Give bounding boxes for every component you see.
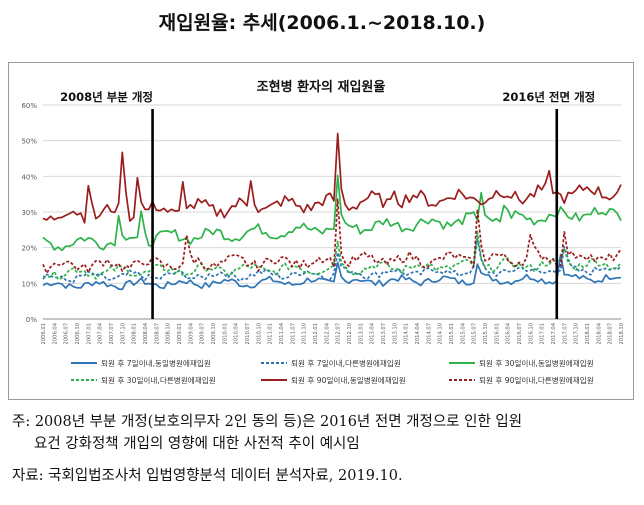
y-tick-label: 30% bbox=[21, 209, 37, 217]
x-tick-label: 2008.04 bbox=[143, 322, 149, 344]
x-tick-label: 2013.10 bbox=[392, 323, 398, 344]
x-tick-label: 2016.04 bbox=[506, 322, 512, 344]
x-tick-label: 2014.07 bbox=[426, 323, 432, 344]
series-line-3 bbox=[42, 174, 622, 252]
legend: 퇴원 후 7일이내,동일병원에재입원 퇴원 후 7일이내,다른병원에재입원 퇴원 후… bbox=[71, 358, 594, 385]
x-tick-label: 2014.04 bbox=[415, 322, 421, 344]
grid-lines bbox=[43, 104, 621, 320]
x-tick-label: 2008.01 bbox=[132, 323, 138, 344]
x-tick-label: 2006.01 bbox=[41, 323, 47, 344]
footnote-line-2: 요건 강화정책 개입의 영향에 대한 사전적 추이 예시임 bbox=[34, 436, 360, 452]
legend-entry: 퇴원 후 30일이내,다른병원에재입원 bbox=[101, 375, 216, 385]
x-tick-label: 2010.07 bbox=[245, 323, 251, 344]
x-tick-label: 2013.07 bbox=[381, 323, 387, 344]
x-tick-label: 2018.10 bbox=[619, 323, 625, 344]
x-tick-label: 2012.01 bbox=[313, 323, 319, 344]
x-tick-label: 2015.10 bbox=[483, 323, 489, 344]
x-tick-label: 2015.04 bbox=[460, 322, 466, 344]
x-tick-label: 2006.10 bbox=[75, 323, 81, 344]
series-line-5 bbox=[42, 132, 622, 224]
x-tick-label: 2012.07 bbox=[336, 323, 342, 344]
annotations: 2008년 부분 개정 2016년 전면 개정 bbox=[60, 90, 595, 319]
series-line-2 bbox=[42, 238, 622, 284]
x-tick-label: 2017.10 bbox=[574, 323, 580, 344]
x-tick-label: 2013.04 bbox=[370, 322, 376, 344]
series-lines bbox=[42, 132, 622, 291]
x-tick-label: 2016.07 bbox=[517, 323, 523, 344]
x-tick-label: 2010.10 bbox=[256, 323, 262, 344]
x-tick-label: 2007.01 bbox=[86, 323, 92, 344]
footnote-line-1: 주: 2008년 부분 개정(보호의무자 2인 동의 등)은 2016년 전면 … bbox=[12, 414, 523, 430]
x-tick-label: 2018.01 bbox=[585, 323, 591, 344]
y-tick-label: 50% bbox=[21, 138, 37, 146]
x-tick-label: 2011.10 bbox=[302, 323, 308, 344]
y-tick-labels: 0% 10% 20% 30% 40% 50% 60% bbox=[21, 102, 37, 324]
legend-entry: 퇴원 후 90일이내,동일병원에재입원 bbox=[291, 375, 406, 385]
x-tick-label: 2009.07 bbox=[200, 323, 206, 344]
x-tick-label: 2016.10 bbox=[528, 323, 534, 344]
legend-entry: 퇴원 후 7일이내,동일병원에재입원 bbox=[101, 358, 211, 368]
x-tick-label: 2009.10 bbox=[211, 323, 217, 344]
legend-entry: 퇴원 후 30일이내,동일병원에재입원 bbox=[479, 358, 594, 368]
x-tick-label: 2012.10 bbox=[347, 323, 353, 344]
x-tick-label: 2007.10 bbox=[120, 323, 126, 344]
x-tick-label: 2015.01 bbox=[449, 323, 455, 344]
x-tick-label: 2014.01 bbox=[404, 323, 410, 344]
x-tick-label: 2010.04 bbox=[234, 322, 240, 344]
x-tick-label: 2017.04 bbox=[551, 322, 557, 344]
reform-marker-label: 2016년 전면 개정 bbox=[502, 90, 595, 104]
x-tick-label: 2008.10 bbox=[166, 323, 172, 344]
x-tick-label: 2011.01 bbox=[268, 323, 274, 344]
y-tick-label: 20% bbox=[21, 245, 37, 253]
x-tick-label: 2007.04 bbox=[98, 322, 104, 344]
legend-entry: 퇴원 후 90일이내,다른병원에재입원 bbox=[479, 375, 594, 385]
x-tick-label: 2011.04 bbox=[279, 322, 285, 344]
x-tick-label: 2013.01 bbox=[358, 323, 364, 344]
y-tick-label: 40% bbox=[21, 173, 37, 181]
x-tick-label: 2009.01 bbox=[177, 323, 183, 344]
x-tick-label: 2014.10 bbox=[438, 323, 444, 344]
x-tick-label: 2010.01 bbox=[222, 323, 228, 344]
x-tick-label: 2017.01 bbox=[540, 323, 546, 344]
x-tick-label: 2016.01 bbox=[494, 323, 500, 344]
page-heading: 재입원율: 추세(2006.1.~2018.10.) bbox=[158, 12, 486, 34]
series-line-6 bbox=[42, 198, 622, 274]
x-tick-labels: 2006.01 2006.04 2006.07 2006.10 2007.01 2007.… bbox=[41, 322, 625, 344]
x-tick-label: 2007.07 bbox=[109, 323, 115, 344]
readmission-line-chart: 0%10%20%30%40%50%60% 2006.01 2006.04 2006.… bbox=[21, 79, 625, 385]
series-line-1 bbox=[42, 253, 622, 291]
x-tick-label: 2012.04 bbox=[324, 322, 330, 344]
reform-marker-label: 2008년 부분 개정 bbox=[60, 90, 153, 104]
y-tick-label: 0% bbox=[26, 316, 37, 324]
x-tick-label: 2006.07 bbox=[64, 323, 70, 344]
series-line-4 bbox=[42, 230, 622, 281]
y-tick-label: 60% bbox=[21, 102, 37, 110]
x-tick-label: 2006.04 bbox=[52, 322, 58, 344]
chart-panel: 0% 10% 20% 30% 40% 50% 60% 2006.01 2006.04 2006.… bbox=[8, 62, 634, 400]
y-tick-label: 10% bbox=[21, 280, 37, 288]
x-tick-label: 2008.07 bbox=[154, 323, 160, 344]
x-tick-label: 2009.04 bbox=[188, 322, 194, 344]
x-tick-label: 2018.04 bbox=[596, 322, 602, 344]
x-tick-label: 2017.07 bbox=[562, 323, 568, 344]
x-tick-label: 2018.07 bbox=[608, 323, 614, 344]
source-line: 자료: 국회입법조사처 입법영향분석 데이터 분석자료, 2019.10. bbox=[12, 468, 403, 484]
legend-entry: 퇴원 후 7일이내,다른병원에재입원 bbox=[291, 358, 401, 368]
x-tick-label: 2015.07 bbox=[472, 323, 478, 344]
x-tick-label: 2011.07 bbox=[290, 323, 296, 344]
chart-title: 조현병 환자의 재입원율 bbox=[257, 79, 386, 95]
